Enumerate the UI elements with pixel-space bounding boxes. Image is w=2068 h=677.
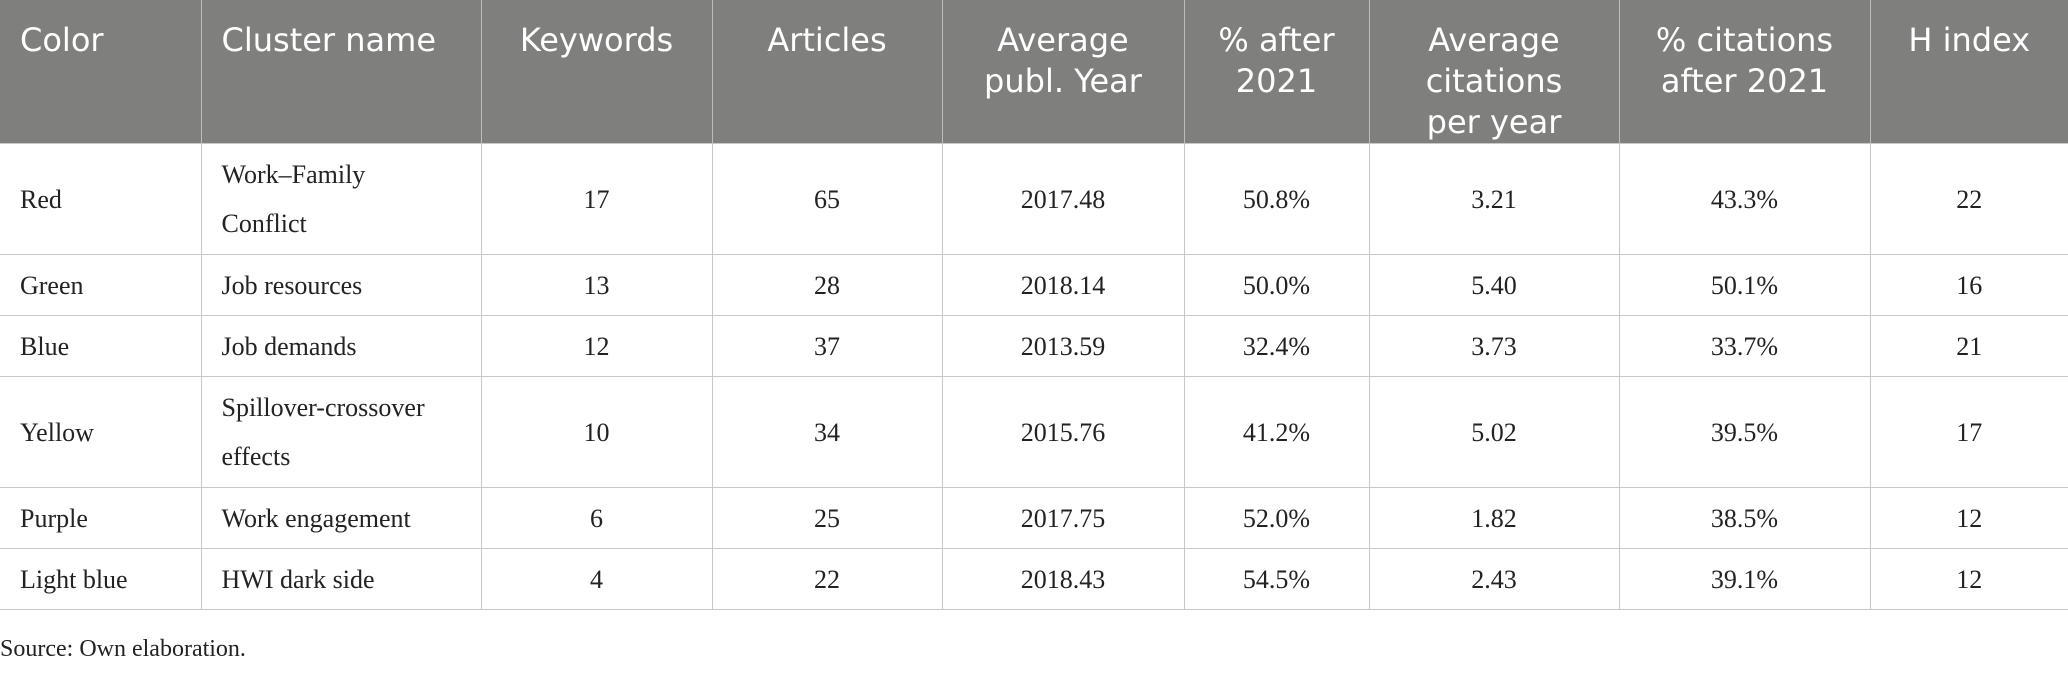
cell-percent-citations-after-2021: 43.3% xyxy=(1618,143,1871,255)
cell-keywords: 10 xyxy=(480,376,713,488)
header-h-index: H index xyxy=(1870,0,2068,144)
cell-h-index: 17 xyxy=(1869,376,2068,488)
cell-cluster-name: Spillover-crossover effects xyxy=(200,376,482,488)
cell-percent-citations-after-2021: 33.7% xyxy=(1618,315,1871,377)
cell-percent-citations-after-2021: 39.5% xyxy=(1618,376,1871,488)
cell-average-citations-per-year: 2.43 xyxy=(1368,548,1620,610)
header-articles: Articles xyxy=(712,0,943,144)
cell-percent-after-2021: 50.8% xyxy=(1183,143,1370,255)
cell-h-index: 12 xyxy=(1869,487,2068,549)
cell-average-citations-per-year: 5.40 xyxy=(1368,254,1620,316)
cell-average-publ-year: 2018.14 xyxy=(941,254,1185,316)
cell-color: Green xyxy=(0,254,202,316)
header-percent-citations-after-2021: % citations after 2021 xyxy=(1619,0,1871,144)
cell-average-citations-per-year: 3.21 xyxy=(1368,143,1620,255)
table-row: Red Work–Family Conflict 17 65 2017.48 5… xyxy=(0,143,2068,255)
cell-percent-after-2021: 52.0% xyxy=(1183,487,1370,549)
cell-average-publ-year: 2017.48 xyxy=(941,143,1185,255)
cell-keywords: 13 xyxy=(480,254,713,316)
cell-color: Light blue xyxy=(0,548,202,610)
header-percent-after-2021: % after 2021 xyxy=(1184,0,1370,144)
table-row: Blue Job demands 12 37 2013.59 32.4% 3.7… xyxy=(0,315,2068,377)
source-caption: Source: Own elaboration. xyxy=(0,636,246,662)
cell-h-index: 21 xyxy=(1869,315,2068,377)
cell-average-citations-per-year: 1.82 xyxy=(1368,487,1620,549)
table-row: Green Job resources 13 28 2018.14 50.0% … xyxy=(0,254,2068,316)
table-header-row: Color Cluster name Keywords Articles Ave… xyxy=(0,0,2068,144)
cell-cluster-name: HWI dark side xyxy=(200,548,482,610)
cell-articles: 22 xyxy=(711,548,943,610)
cell-articles: 34 xyxy=(711,376,943,488)
header-average-publ-year: Average publ. Year xyxy=(942,0,1185,144)
cell-keywords: 17 xyxy=(480,143,713,255)
cell-percent-citations-after-2021: 38.5% xyxy=(1618,487,1871,549)
cell-average-citations-per-year: 5.02 xyxy=(1368,376,1620,488)
cell-articles: 28 xyxy=(711,254,943,316)
cell-cluster-name: Work–Family Conflict xyxy=(200,143,482,255)
cell-color: Purple xyxy=(0,487,202,549)
cell-keywords: 6 xyxy=(480,487,713,549)
cell-average-publ-year: 2013.59 xyxy=(941,315,1185,377)
cell-h-index: 22 xyxy=(1869,143,2068,255)
cell-percent-citations-after-2021: 39.1% xyxy=(1618,548,1871,610)
cell-percent-after-2021: 54.5% xyxy=(1183,548,1370,610)
cell-cluster-name: Job resources xyxy=(200,254,482,316)
table-row: Purple Work engagement 6 25 2017.75 52.0… xyxy=(0,487,2068,549)
cell-cluster-name: Work engagement xyxy=(200,487,482,549)
cell-percent-after-2021: 50.0% xyxy=(1183,254,1370,316)
cell-cluster-name: Job demands xyxy=(200,315,482,377)
cell-average-publ-year: 2015.76 xyxy=(941,376,1185,488)
cell-keywords: 12 xyxy=(480,315,713,377)
cell-percent-citations-after-2021: 50.1% xyxy=(1618,254,1871,316)
cell-h-index: 16 xyxy=(1869,254,2068,316)
table-row: Yellow Spillover-crossover effects 10 34… xyxy=(0,376,2068,488)
cell-articles: 37 xyxy=(711,315,943,377)
header-average-citations-per-year: Average citations per year xyxy=(1369,0,1620,144)
header-color: Color xyxy=(0,0,202,144)
cell-color: Yellow xyxy=(0,376,202,488)
cell-articles: 25 xyxy=(711,487,943,549)
cell-articles: 65 xyxy=(711,143,943,255)
cell-color: Blue xyxy=(0,315,202,377)
cell-average-publ-year: 2018.43 xyxy=(941,548,1185,610)
header-keywords: Keywords xyxy=(481,0,713,144)
cell-color: Red xyxy=(0,143,202,255)
cell-average-citations-per-year: 3.73 xyxy=(1368,315,1620,377)
cell-h-index: 12 xyxy=(1869,548,2068,610)
cell-keywords: 4 xyxy=(480,548,713,610)
cell-percent-after-2021: 41.2% xyxy=(1183,376,1370,488)
cell-percent-after-2021: 32.4% xyxy=(1183,315,1370,377)
clusters-table: Color Cluster name Keywords Articles Ave… xyxy=(0,0,2068,610)
table-row: Light blue HWI dark side 4 22 2018.43 54… xyxy=(0,548,2068,610)
cell-average-publ-year: 2017.75 xyxy=(941,487,1185,549)
header-cluster-name: Cluster name xyxy=(201,0,482,144)
